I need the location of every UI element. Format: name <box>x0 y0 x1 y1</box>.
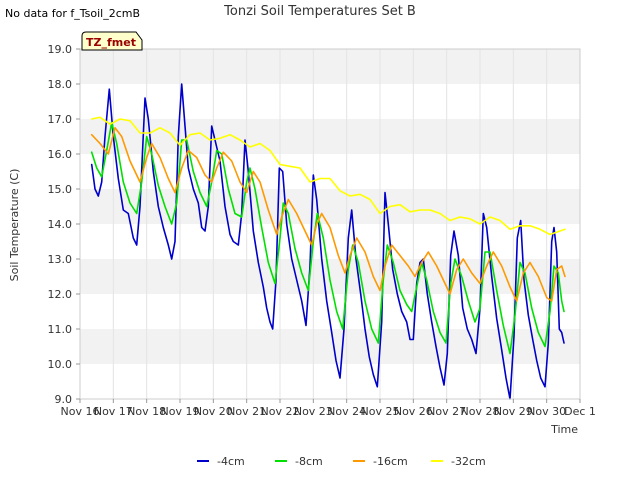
legend-label: -32cm <box>451 455 486 468</box>
x-tick-label: Nov 17 <box>94 405 133 418</box>
series-line-4cm <box>90 83 565 400</box>
no-data-note: No data for f_Tsoil_2cmB <box>5 7 141 20</box>
y-tick-label: 13.0 <box>48 253 73 266</box>
tz-fmet-tag: TZ_fmet <box>81 31 143 51</box>
y-tick-label: 17.0 <box>48 113 73 126</box>
grid-band <box>80 329 580 364</box>
legend-label: -8cm <box>295 455 323 468</box>
y-tick-label: 9.0 <box>55 393 73 406</box>
grid-band <box>80 364 580 399</box>
x-tick-label: Nov 30 <box>527 405 566 418</box>
grid-band <box>80 119 580 154</box>
y-tick-label: 18.0 <box>48 78 73 91</box>
y-axis-label: Soil Temperature (C) <box>8 169 21 282</box>
series-line-16cm <box>90 127 566 302</box>
grid-band <box>80 189 580 224</box>
x-tick-label: Nov 28 <box>461 405 500 418</box>
y-axis-ticks: 9.0 10.0 11.0 12.0 13.0 14.0 15.0 16.0 17.0 18.0 1… <box>48 43 80 406</box>
x-tick-label: Nov 25 <box>361 405 400 418</box>
series-line-8cm <box>90 121 565 355</box>
y-tick-label: 12.0 <box>48 288 73 301</box>
grid-band <box>80 49 580 84</box>
x-tick-label: Nov 24 <box>327 405 366 418</box>
y-tick-label: 15.0 <box>48 183 73 196</box>
series-layer <box>90 83 566 400</box>
x-tick-label: Nov 19 <box>161 405 200 418</box>
x-axis-label: Time <box>550 423 578 436</box>
x-tick-label: Nov 18 <box>127 405 166 418</box>
tag-label: TZ_fmet <box>86 36 136 49</box>
tag-box <box>81 31 143 51</box>
x-tick-label: Nov 20 <box>194 405 233 418</box>
y-tick-label: 19.0 <box>48 43 73 56</box>
grid-band <box>80 84 580 119</box>
x-tick-label: Nov 21 <box>227 405 266 418</box>
legend: -4cm -8cm -16cm -32cm <box>197 455 486 468</box>
chart-title: Tonzi Soil Temperatures Set B <box>223 4 416 19</box>
x-tick-label: Nov 22 <box>261 405 300 418</box>
x-tick-label: Nov 26 <box>394 405 433 418</box>
y-tick-label: 11.0 <box>48 323 73 336</box>
y-tick-label: 16.0 <box>48 148 73 161</box>
series-line-32cm <box>90 116 566 236</box>
y-tick-label: 14.0 <box>48 218 73 231</box>
x-tick-label: Nov 23 <box>294 405 333 418</box>
x-tick-label: Nov 16 <box>61 405 100 418</box>
x-tick-label: Nov 29 <box>494 405 533 418</box>
x-tick-label: Dec 1 <box>564 405 596 418</box>
y-tick-label: 10.0 <box>48 358 73 371</box>
legend-label: -16cm <box>373 455 408 468</box>
grid-band <box>80 154 580 189</box>
x-tick-label: Nov 27 <box>427 405 466 418</box>
legend-label: -4cm <box>217 455 245 468</box>
